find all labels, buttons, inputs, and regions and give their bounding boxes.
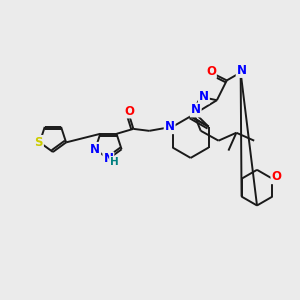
Text: N: N: [165, 120, 175, 133]
Text: O: O: [124, 104, 134, 118]
Text: N: N: [191, 103, 201, 116]
Text: H: H: [110, 157, 119, 167]
Text: N: N: [90, 143, 100, 156]
Text: N: N: [199, 90, 209, 103]
Text: N: N: [237, 64, 247, 77]
Text: N: N: [103, 152, 113, 165]
Text: O: O: [206, 65, 216, 78]
Text: O: O: [272, 170, 281, 183]
Text: S: S: [34, 136, 43, 149]
